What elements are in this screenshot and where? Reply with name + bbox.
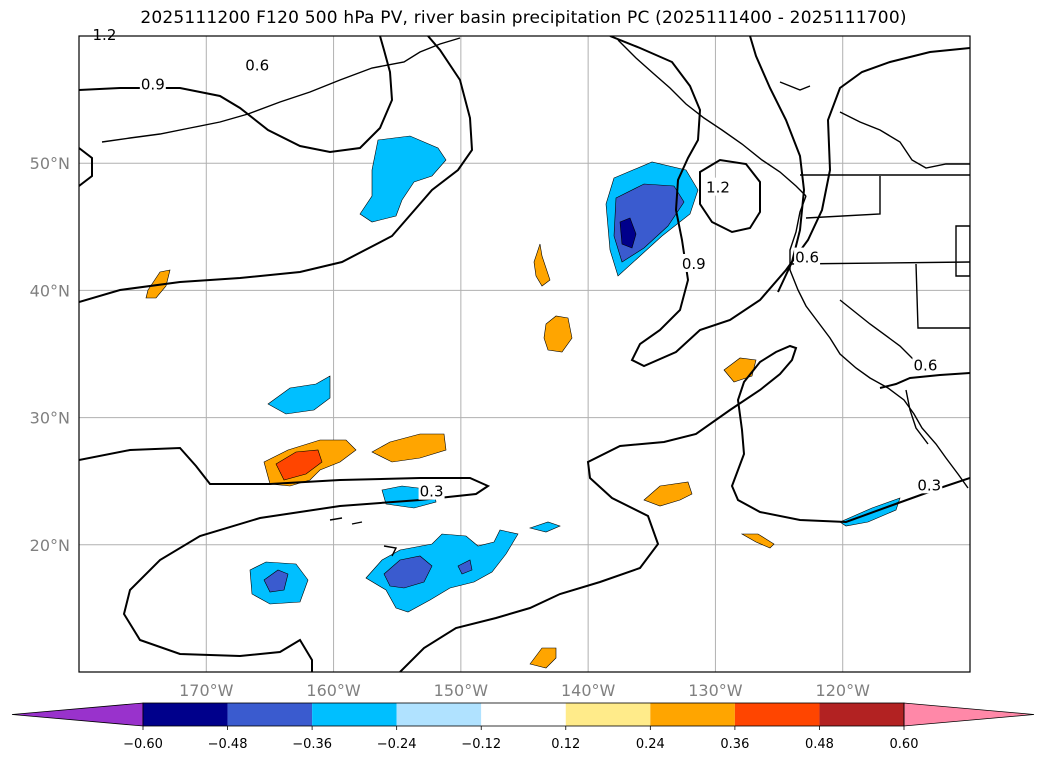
pv-contour-line xyxy=(879,372,970,389)
colorbar-tick-label: −0.48 xyxy=(208,737,248,752)
coastline xyxy=(779,81,811,91)
lon-tick-label: 170°W xyxy=(179,681,234,700)
coastline xyxy=(383,545,398,557)
colorbar-tick-label: −0.36 xyxy=(292,737,332,752)
lat-tick-label: 30°N xyxy=(30,409,70,428)
pv-contour-line xyxy=(79,147,93,187)
colorbar-segment xyxy=(227,703,313,726)
contour-label: 0.6 xyxy=(245,57,269,75)
lat-tick-label: 20°N xyxy=(30,536,70,555)
pv-contour-line xyxy=(79,36,474,303)
contour-label-bg xyxy=(916,475,943,494)
contour-label-bg xyxy=(139,74,166,93)
coastline-layer xyxy=(101,37,970,557)
coastline xyxy=(789,195,969,489)
lon-tick-label: 120°W xyxy=(816,681,871,700)
pv-contour-line xyxy=(699,158,761,234)
coastline xyxy=(329,517,343,521)
precip-negative-area xyxy=(619,217,637,249)
colorbar-extend-max xyxy=(903,702,1035,727)
precip-positive-area xyxy=(543,315,573,353)
contour-label-bg xyxy=(680,253,707,272)
pv-contour-line xyxy=(79,446,491,672)
contour-label: 0.9 xyxy=(141,76,165,94)
precip-positive-area xyxy=(740,533,775,549)
colorbar-segment xyxy=(734,703,820,726)
lon-tick-label: 160°W xyxy=(306,681,361,700)
coastline xyxy=(955,225,970,277)
coastline xyxy=(839,299,917,363)
precip-positive-area xyxy=(643,481,693,507)
colorbar-segment xyxy=(143,703,228,726)
coastline xyxy=(905,389,929,445)
precip-negative-area xyxy=(267,375,331,415)
precip-negative-area xyxy=(263,569,289,593)
coastline xyxy=(915,263,970,329)
coastline xyxy=(839,111,970,169)
lat-tick-label: 50°N xyxy=(30,154,70,173)
colorbar-tick-label: 0.24 xyxy=(636,737,665,752)
contour-label-bg xyxy=(244,55,271,74)
precip-positive-area xyxy=(529,647,557,669)
map-background xyxy=(79,36,970,672)
contour-label-bg xyxy=(91,25,118,43)
contour-label: 1.2 xyxy=(93,26,117,44)
colorbar-tick-label: 0.60 xyxy=(890,737,919,752)
contour-label: 0.3 xyxy=(917,476,941,494)
precip-negative-area xyxy=(359,135,447,223)
precip-fill-layer xyxy=(145,135,901,669)
colorbar-tick-label: 0.48 xyxy=(805,737,834,752)
contour-label-bg xyxy=(704,177,731,196)
colorbar-segment xyxy=(650,703,735,726)
contour-label: 0.6 xyxy=(914,357,938,375)
colorbar: −0.60 −0.48 −0.36 −0.24 −0.12 0.12 0.24 0.36 0.4… xyxy=(11,702,1035,752)
colorbar-tick-label: −0.12 xyxy=(461,737,501,752)
lon-tick-label: 150°W xyxy=(434,681,489,700)
precip-positive-area xyxy=(371,433,447,463)
precip-negative-area xyxy=(528,521,561,533)
pv-contour-line xyxy=(79,36,394,154)
contour-label: 0.3 xyxy=(420,483,444,501)
precip-negative-area xyxy=(365,529,519,613)
contour-label-bg xyxy=(418,481,445,500)
colorbar-extend-min xyxy=(11,702,144,727)
coastline xyxy=(351,521,363,525)
colorbar-tick-label: −0.24 xyxy=(377,737,417,752)
contour-label: 0.9 xyxy=(682,255,706,273)
pv-contour-labels: 1.2 0.9 0.6 1.2 0.9 0.6 0.6 0.3 0.3 xyxy=(91,25,943,501)
colorbar-tick-label: 0.12 xyxy=(551,737,580,752)
contour-label-bg xyxy=(794,247,821,266)
colorbar-segment xyxy=(565,703,651,726)
colorbar-tick-label: −0.60 xyxy=(123,737,163,752)
colorbar-segment xyxy=(396,703,482,726)
latitude-labels: 20°N 30°N 40°N 50°N xyxy=(30,154,70,555)
contour-label: 0.6 xyxy=(795,249,819,267)
lon-tick-label: 130°W xyxy=(688,681,743,700)
pv-contour-line xyxy=(609,36,970,368)
pv-contour-layer xyxy=(79,36,970,672)
map-frame xyxy=(78,35,971,673)
colorbar-segment xyxy=(819,703,904,726)
coastline xyxy=(101,37,461,143)
colorbar-tick-label: 0.36 xyxy=(720,737,749,752)
lat-tick-label: 40°N xyxy=(30,281,70,300)
colorbar-frame xyxy=(142,702,905,727)
colorbar-segment xyxy=(312,703,397,726)
chart-title: 2025111200 F120 500 hPa PV, river basin … xyxy=(140,8,907,28)
contour-label-bg xyxy=(912,355,939,374)
pv-contour-line xyxy=(399,344,970,672)
coastline xyxy=(805,176,881,219)
lon-tick-label: 140°W xyxy=(561,681,616,700)
precip-positive-area xyxy=(533,243,551,287)
precip-negative-area xyxy=(457,559,473,575)
precip-negative-area xyxy=(383,555,433,589)
precip-positive-area xyxy=(275,449,323,481)
longitude-labels: 170°W 160°W 150°W 140°W 130°W 120°W xyxy=(179,681,870,700)
colorbar-segment xyxy=(481,703,566,726)
contour-label: 1.2 xyxy=(706,179,730,197)
coastline xyxy=(617,39,807,197)
